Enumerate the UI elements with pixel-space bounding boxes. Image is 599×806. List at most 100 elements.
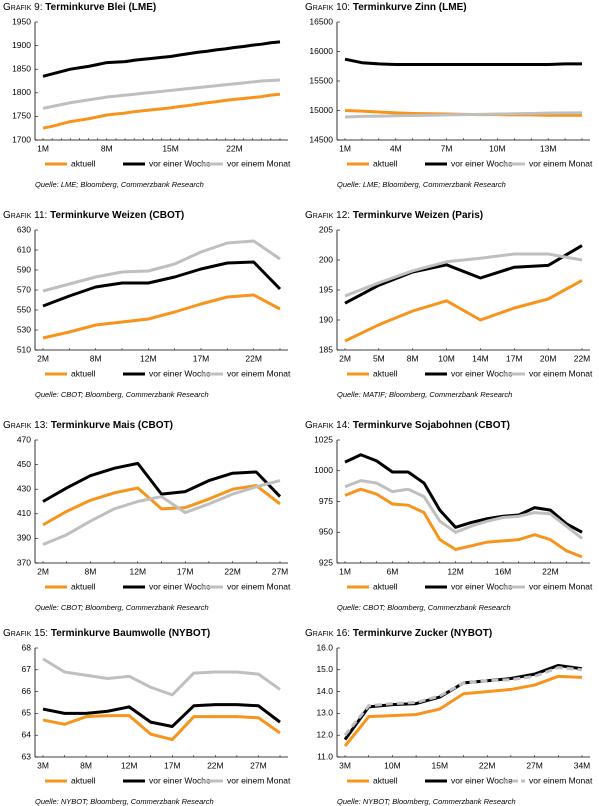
x-tick-label: 17M xyxy=(506,353,523,363)
x-tick-label: 22M xyxy=(224,566,241,576)
y-tick-label: 630 xyxy=(17,224,31,234)
chart-title: Grafik 15: Terminkurve Baumwolle (NYBOT) xyxy=(3,628,210,639)
y-tick-label: 15000 xyxy=(309,105,333,115)
x-tick-label: 13M xyxy=(540,143,557,153)
x-tick-label: 14M xyxy=(472,353,489,363)
y-tick-label: 185 xyxy=(319,344,333,354)
title-text: Terminkurve Zucker (NYBOT) xyxy=(353,628,492,639)
y-tick-label: 63 xyxy=(22,751,32,761)
y-tick-label: 12.0 xyxy=(316,729,333,739)
x-tick-label: 2M xyxy=(37,566,49,576)
source-note: Quelle: LME; Bloomberg, Commerzbank Rese… xyxy=(337,180,506,189)
series-line xyxy=(344,279,583,343)
title-text: Terminkurve Weizen (CBOT) xyxy=(50,210,184,221)
y-tick-label: 590 xyxy=(17,264,31,274)
x-tick-label: 22M xyxy=(542,566,559,576)
x-tick-label: 22M xyxy=(226,143,243,153)
source-note: Quelle: LME; Bloomberg, Commerzbank Rese… xyxy=(35,180,204,189)
figure-label: Grafik 13: xyxy=(3,420,48,431)
title-text: Terminkurve Baumwolle (NYBOT) xyxy=(51,628,210,639)
series-line xyxy=(42,92,281,130)
y-tick-label: 14500 xyxy=(309,134,333,144)
chart-title: Grafik 11: Terminkurve Weizen (CBOT) xyxy=(3,210,184,221)
legend-label: aktuell xyxy=(71,581,96,591)
legend-label: vor einer Woche xyxy=(451,581,513,591)
series-line xyxy=(42,479,281,546)
x-tick-label: 22M xyxy=(479,760,496,770)
x-tick-label: 8M xyxy=(407,353,419,363)
x-tick-label: 16M xyxy=(495,566,512,576)
x-tick-label: 2M xyxy=(339,353,351,363)
source-note: Quelle: CBOT; Bloomberg, Commerzbank Res… xyxy=(35,390,209,399)
x-tick-label: 27M xyxy=(250,760,267,770)
legend-label: vor einer Woche xyxy=(149,158,211,168)
x-tick-label: 12M xyxy=(121,760,138,770)
legend-label: aktuell xyxy=(71,775,96,785)
x-tick-label: 34M xyxy=(574,760,591,770)
x-tick-label: 7M xyxy=(441,143,453,153)
legend-label: vor einem Monat xyxy=(227,158,291,168)
figure-label: Grafik 12: xyxy=(305,210,350,221)
source-note: Quelle: NYBOT; Bloomberg, Commerzbank Re… xyxy=(337,797,516,806)
y-tick-label: 410 xyxy=(17,508,31,518)
legend-label: vor einem Monat xyxy=(227,775,291,785)
y-tick-label: 16500 xyxy=(309,16,333,26)
y-tick-label: 15.0 xyxy=(316,664,333,674)
legend-label: vor einer Woche xyxy=(451,158,513,168)
y-tick-label: 1025 xyxy=(314,434,333,444)
x-tick-label: 15M xyxy=(432,760,449,770)
source-note: Quelle: CBOT; Bloomberg, Commerzbank Res… xyxy=(35,603,209,612)
title-text: Terminkurve Sojabohnen (CBOT) xyxy=(353,420,510,431)
legend-label: vor einem Monat xyxy=(227,581,291,591)
y-tick-label: 11.0 xyxy=(317,751,333,761)
x-tick-label: 1M xyxy=(339,143,351,153)
y-tick-label: 195 xyxy=(319,284,333,294)
x-tick-label: 27M xyxy=(526,760,543,770)
series-line xyxy=(42,657,281,697)
series-line xyxy=(343,674,583,748)
series-line xyxy=(42,714,281,742)
chart-title: Grafik 16: Terminkurve Zucker (NYBOT) xyxy=(305,628,492,639)
legend-label: aktuell xyxy=(373,158,398,168)
legend-label: vor einem Monat xyxy=(529,581,593,591)
y-tick-label: 16000 xyxy=(309,46,333,56)
series-line xyxy=(344,252,583,298)
x-tick-label: 10M xyxy=(489,143,506,153)
x-tick-label: 5M xyxy=(373,353,385,363)
legend-label: vor einem Monat xyxy=(529,368,593,378)
source-note: Quelle: NYBOT; Bloomberg, Commerzbank Re… xyxy=(35,797,214,806)
y-tick-label: 550 xyxy=(17,304,31,314)
y-tick-label: 530 xyxy=(17,324,31,334)
series-line xyxy=(344,479,583,540)
y-tick-label: 15500 xyxy=(309,75,333,85)
y-tick-label: 925 xyxy=(319,557,333,567)
title-text: Terminkurve Mais (CBOT) xyxy=(51,420,173,431)
legend-label: aktuell xyxy=(71,368,96,378)
legend-label: vor einem Monat xyxy=(529,775,593,785)
x-tick-label: 17M xyxy=(193,353,210,363)
x-tick-label: 17M xyxy=(177,566,194,576)
x-tick-label: 22M xyxy=(207,760,224,770)
y-tick-label: 67 xyxy=(22,664,32,674)
y-tick-label: 1900 xyxy=(12,40,31,50)
legend-label: vor einer Woche xyxy=(149,775,211,785)
legend-label: aktuell xyxy=(373,368,398,378)
series-line xyxy=(344,453,583,534)
series-line xyxy=(343,666,583,737)
x-tick-label: 2M xyxy=(37,353,49,363)
series-line xyxy=(42,40,281,78)
figure-label: Grafik 16: xyxy=(305,628,350,639)
x-tick-label: 27M xyxy=(272,566,289,576)
y-tick-label: 1700 xyxy=(12,134,31,144)
series-line xyxy=(344,57,582,66)
x-tick-label: 1M xyxy=(37,143,49,153)
y-tick-label: 370 xyxy=(17,557,31,567)
figure-label: Grafik 14: xyxy=(305,420,350,431)
legend-label: vor einer Woche xyxy=(149,581,211,591)
series-line xyxy=(42,461,282,503)
figure-label: Grafik 10: xyxy=(305,2,350,13)
y-tick-label: 13.0 xyxy=(316,708,333,718)
x-tick-label: 10M xyxy=(384,760,401,770)
series-line xyxy=(344,244,583,305)
